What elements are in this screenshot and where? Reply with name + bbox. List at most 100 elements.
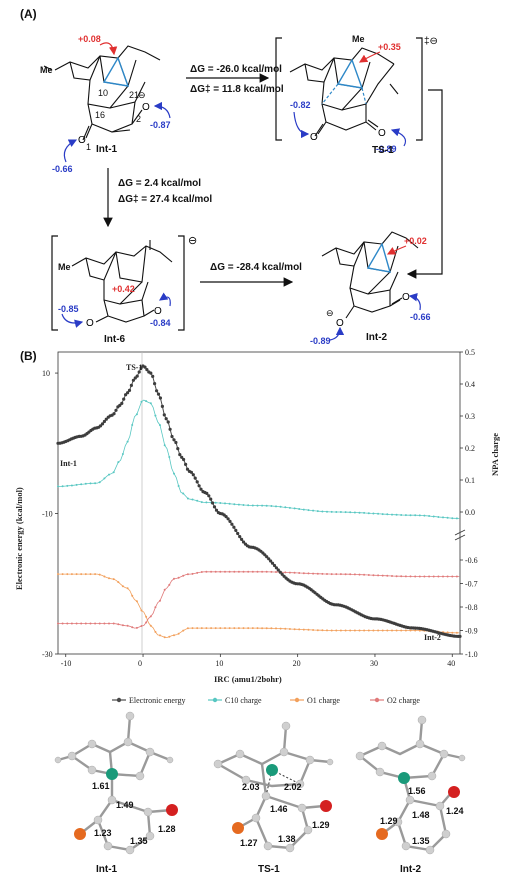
data-point-energy — [143, 365, 147, 369]
data-point-o2 — [224, 570, 226, 573]
data-point-c10 — [117, 461, 120, 464]
data-point-o1 — [247, 627, 250, 630]
data-point-o1 — [451, 631, 454, 634]
data-point-o1 — [149, 624, 152, 627]
int6-structure — [71, 240, 173, 323]
data-point-o1 — [80, 573, 83, 576]
data-point-c10 — [177, 485, 180, 487]
data-point-o2 — [372, 574, 375, 577]
data-point-c10 — [61, 485, 64, 488]
int2-bond-4: 1.29 — [380, 816, 398, 826]
data-point-o1 — [256, 627, 259, 630]
data-point-energy — [236, 531, 240, 536]
data-point-o1 — [242, 627, 245, 630]
data-point-o1 — [400, 629, 403, 632]
data-point-energy — [137, 370, 141, 374]
data-point-o2 — [321, 572, 324, 575]
arrow-ts1-int2 — [406, 89, 443, 279]
panel-b-label: (B) — [20, 349, 37, 363]
int2-bond-3: 1.24 — [446, 806, 464, 816]
y2-tick-label: -0.8 — [465, 603, 478, 612]
data-point-o1 — [418, 629, 421, 632]
data-point-o2 — [349, 573, 352, 576]
data-point-energy — [155, 389, 159, 393]
data-point-o2 — [131, 626, 134, 629]
int1-o-label: O — [78, 135, 86, 146]
int6-o2-arrow — [159, 292, 171, 307]
data-point-energy — [209, 497, 213, 501]
ts1-3d-name: TS-1 — [258, 864, 280, 875]
x-tick-label: 40 — [447, 659, 455, 668]
int1-o1-arrow — [63, 139, 78, 163]
x-tick-label: 10 — [215, 659, 223, 668]
data-point-o1 — [316, 629, 319, 632]
data-point-c10 — [265, 504, 268, 507]
data-point-energy — [182, 457, 186, 462]
panel-a-label: (A) — [20, 7, 37, 21]
data-point-c10 — [219, 502, 222, 504]
data-point-c10 — [377, 512, 380, 515]
data-point-o2 — [117, 623, 120, 626]
y2-tick-label: 0.1 — [465, 476, 475, 485]
data-point-c10 — [455, 517, 458, 520]
int6-o1-arrow — [61, 313, 84, 328]
data-point-energy — [153, 382, 157, 386]
data-point-o2 — [451, 575, 454, 578]
data-point-o1 — [367, 629, 370, 632]
data-point-o2 — [302, 572, 305, 575]
data-point-energy — [118, 403, 122, 407]
data-point-c10 — [80, 483, 83, 486]
data-point-energy — [212, 505, 217, 509]
legend-label: O1 charge — [307, 696, 340, 705]
y2-tick-label: 0.5 — [465, 348, 475, 357]
data-point-c10 — [256, 504, 259, 507]
data-point-o2 — [177, 576, 180, 579]
int2-o1-arrow — [329, 326, 345, 341]
data-point-o2 — [367, 574, 370, 576]
data-point-c10 — [94, 482, 97, 485]
ts1-forming-bonds — [321, 83, 367, 105]
data-point-o1 — [279, 627, 282, 630]
data-point-o2 — [191, 572, 194, 575]
data-point-c10 — [57, 485, 59, 488]
int6-name: Int-6 — [104, 334, 126, 345]
me-label-ts1: Me — [352, 34, 365, 44]
data-point-c10 — [103, 477, 106, 480]
data-point-o1 — [302, 628, 305, 631]
data-point-c10 — [288, 506, 291, 509]
data-point-energy — [230, 522, 234, 526]
data-point-energy — [160, 404, 164, 408]
data-point-energy — [197, 484, 201, 488]
legend-label: Electronic energy — [129, 696, 186, 705]
data-point-c10 — [437, 516, 440, 518]
data-point-c10 — [131, 424, 134, 426]
legend-marker — [212, 697, 218, 703]
data-point-o2 — [316, 572, 319, 575]
int1-bond-3: 1.28 — [158, 824, 176, 834]
data-point-c10 — [391, 513, 393, 516]
int2-bond-5: 1.35 — [412, 836, 430, 846]
int2-bond-2: 1.48 — [412, 810, 430, 820]
data-point-o2 — [75, 622, 78, 625]
data-point-c10 — [126, 440, 129, 443]
data-point-energy — [189, 470, 193, 474]
data-point-energy — [185, 467, 190, 471]
data-point-energy — [112, 412, 116, 416]
data-point-o2 — [242, 570, 245, 573]
data-point-energy — [270, 561, 275, 565]
data-point-o1 — [103, 575, 106, 578]
data-point-energy — [193, 476, 197, 480]
data-point-o1 — [391, 629, 393, 632]
data-point-c10 — [261, 504, 264, 507]
ts1-bond-3: 1.46 — [270, 804, 288, 814]
data-point-o2 — [353, 573, 356, 576]
data-point-o2 — [159, 599, 161, 602]
int6-bracket-sup: ⊖ — [188, 235, 197, 247]
data-point-energy — [241, 540, 246, 544]
data-point-o2 — [57, 622, 59, 625]
data-point-o2 — [409, 575, 412, 578]
data-point-o1 — [404, 629, 407, 632]
data-point-c10 — [409, 514, 412, 517]
data-point-o2 — [298, 572, 301, 574]
data-point-o2 — [386, 574, 389, 577]
